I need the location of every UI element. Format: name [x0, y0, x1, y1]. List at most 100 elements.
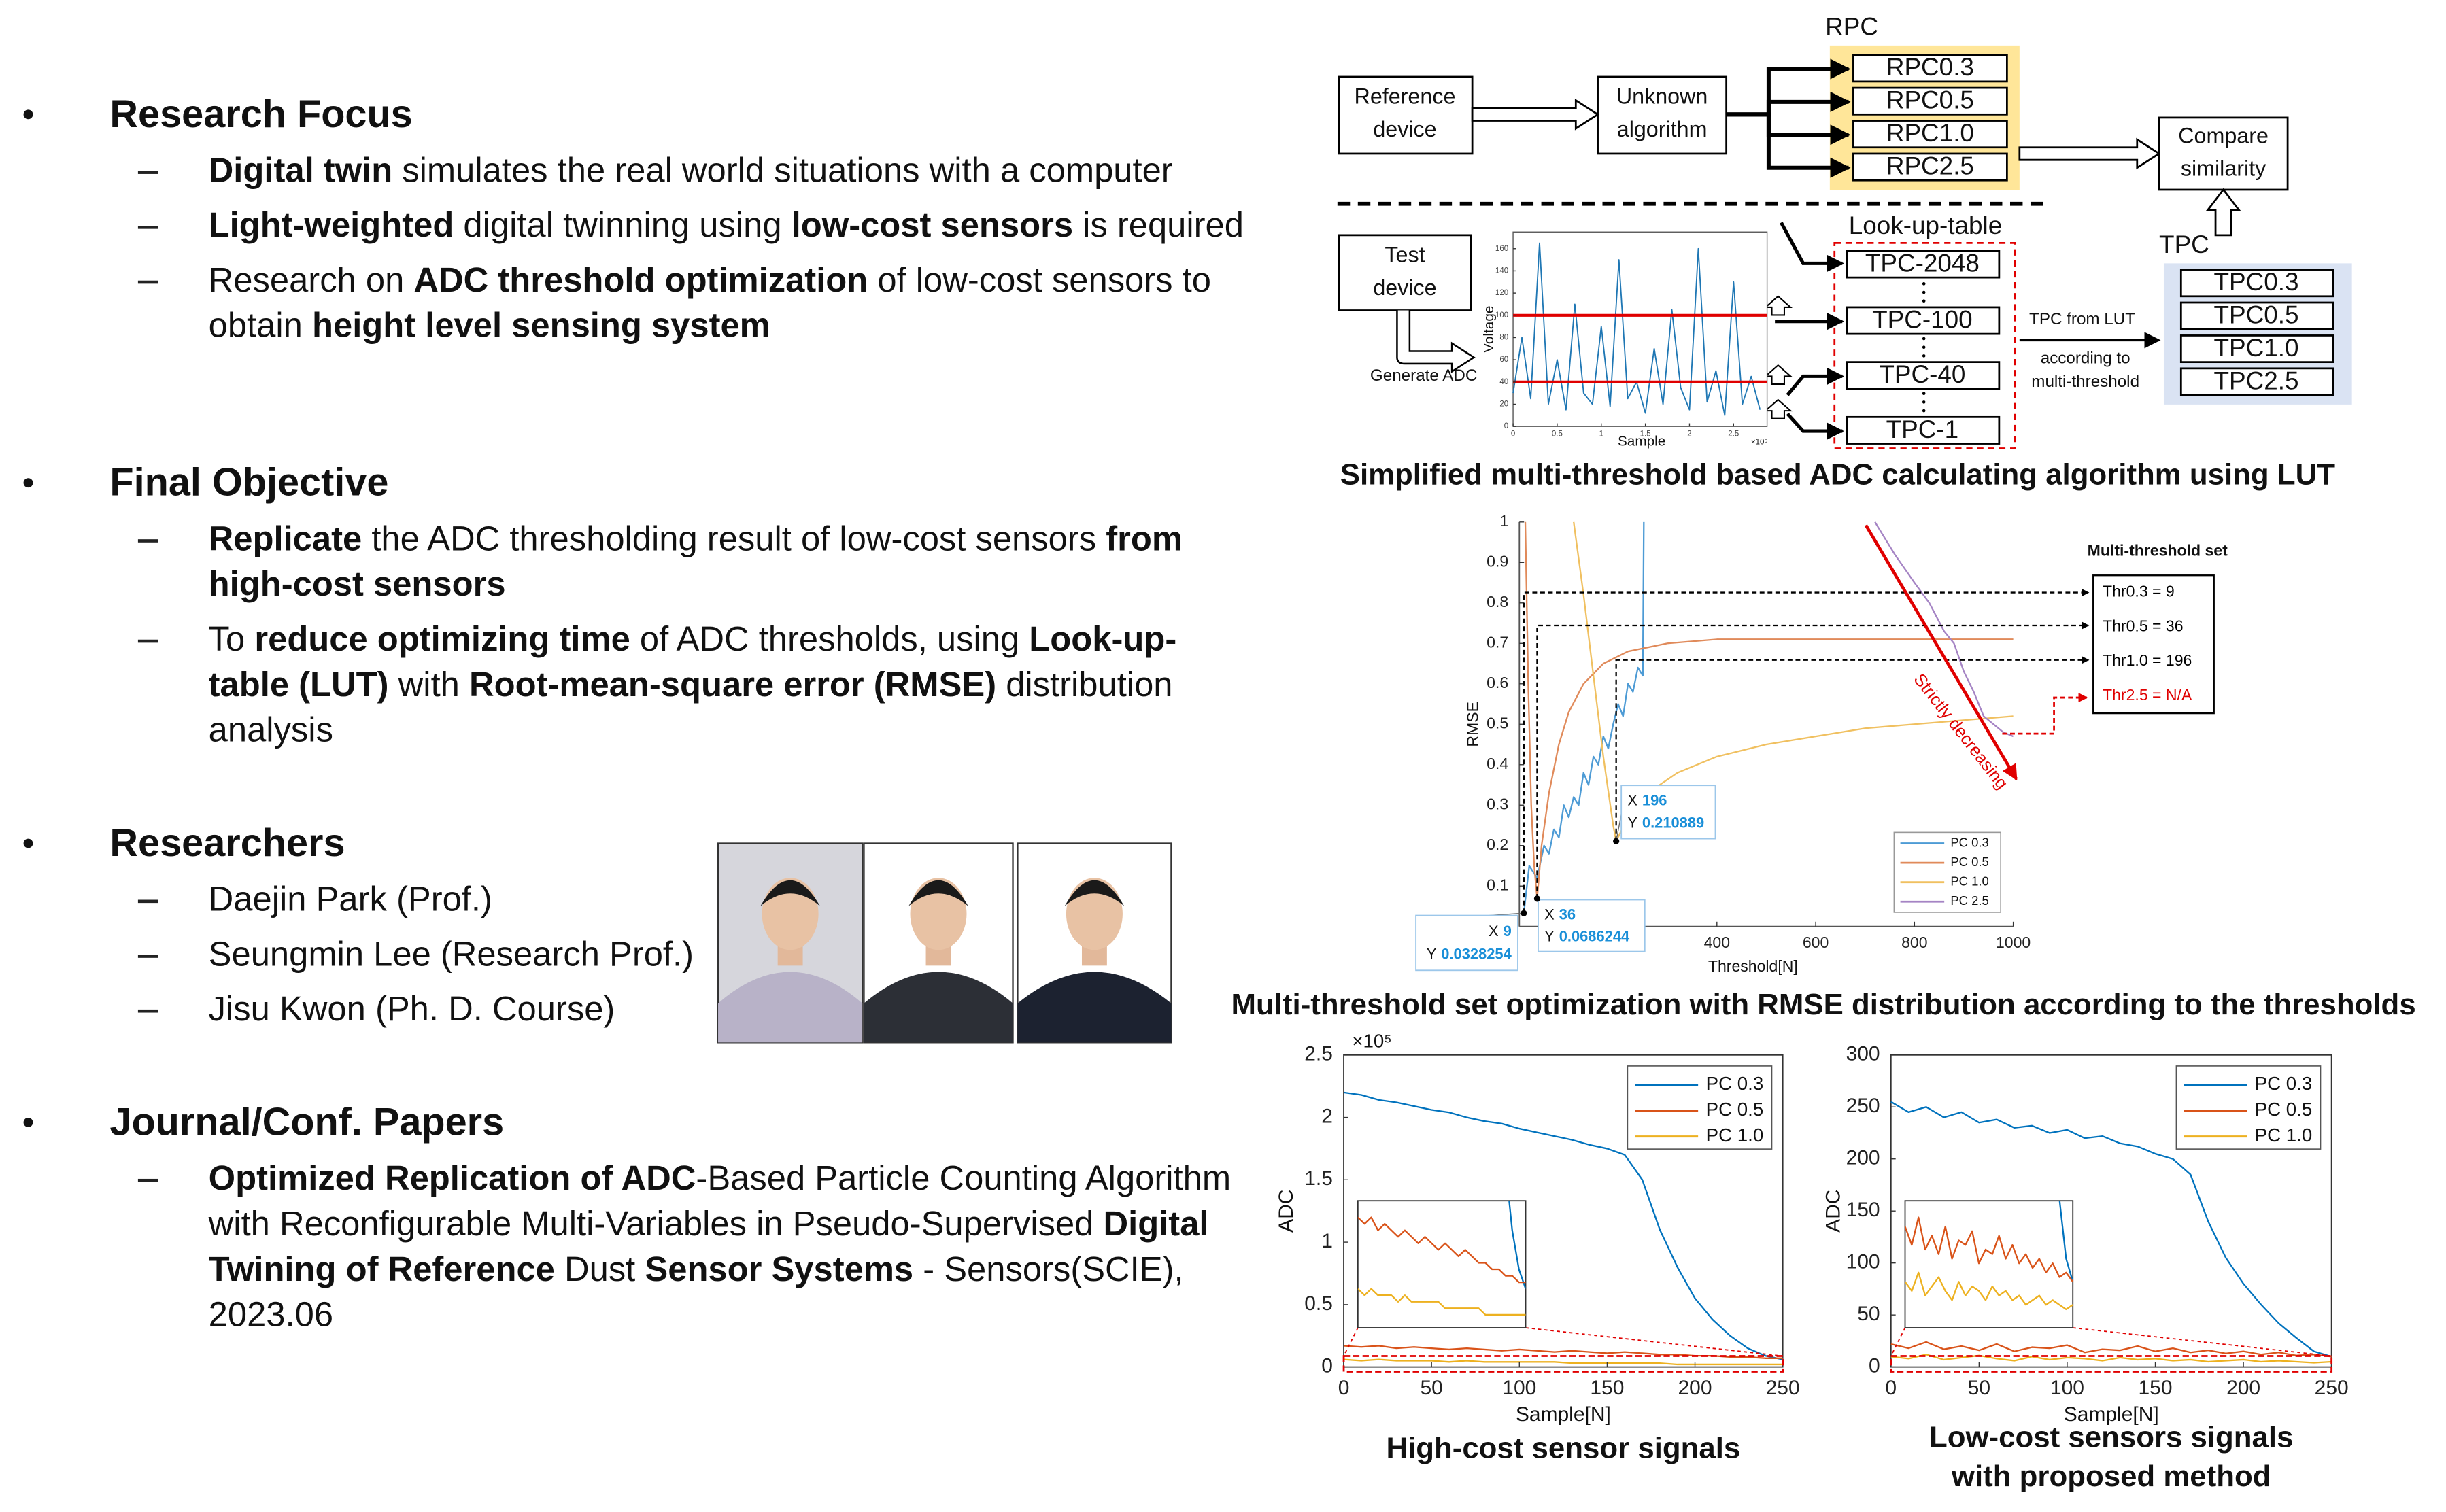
dash — [137, 280, 158, 284]
datatip-line: Y 0.0686244 — [1544, 927, 1630, 944]
bold-text: Digital twin — [208, 150, 393, 190]
legend-label: PC 0.3 — [2255, 1073, 2313, 1094]
annotation: multi-threshold — [2031, 373, 2139, 391]
x-tick-label: 50 — [1968, 1377, 1990, 1399]
bold-text: Look-up-table (LUT) — [208, 619, 1177, 704]
series-line — [1523, 521, 1645, 914]
x-tick-label: 0 — [1885, 1377, 1897, 1399]
datatip-value: 0.0328254 — [1441, 945, 1512, 962]
datatip-key: X — [1544, 906, 1555, 923]
text: the ADC thresholding result of low-cost … — [362, 519, 1106, 558]
x-tick-label: 250 — [1766, 1377, 1800, 1399]
tpc-label: TPC0.3 — [2213, 268, 2298, 296]
tpc-box — [2179, 301, 2334, 330]
hollow-arrow — [1471, 99, 1600, 131]
series-line — [1890, 1354, 2332, 1364]
ellipsis-dot — [1922, 409, 1926, 413]
y-tick-label: 0.7 — [1487, 633, 1508, 651]
axis-title: Sample — [1618, 434, 1665, 449]
x-tick-label: 200 — [1678, 1377, 1712, 1399]
bold-text: Light-weighted — [208, 205, 454, 245]
datatip-marker — [1521, 910, 1527, 916]
figure-caption: with proposed method — [1951, 1460, 2271, 1493]
ellipsis-dot — [1922, 282, 1926, 286]
tpc-label: TPC0.5 — [2213, 301, 2298, 329]
text: with — [388, 664, 470, 704]
box-label: Reference — [1355, 84, 1456, 109]
tpc-label: TPC1.0 — [2213, 334, 2298, 362]
datatip-line: X 36 — [1544, 906, 1576, 923]
text: Dust — [554, 1249, 645, 1289]
x-tick-label: 200 — [2226, 1377, 2260, 1399]
annotation: TPC from LUT — [2029, 310, 2135, 328]
text: - Sensors(SCIE), 2023.06 — [208, 1249, 1184, 1335]
datatip-key: Y — [1627, 814, 1637, 831]
y-tick-label: 140 — [1495, 267, 1508, 275]
axis-exponent: ×10⁵ — [1751, 438, 1768, 446]
bold-text: from high-cost sensors — [208, 519, 1183, 604]
datatip-line: Y 0.210889 — [1627, 814, 1704, 831]
x-tick-label: 400 — [1704, 933, 1730, 951]
section: Final Objective Replicate the ADC thresho… — [0, 460, 1255, 753]
ellipsis-dot — [1922, 400, 1926, 404]
text: Daejin Park (Prof.) — [208, 879, 492, 919]
bold-text: low-cost sensors — [791, 205, 1074, 245]
x-tick-label: 1000 — [1996, 933, 2031, 951]
rpc-box — [1852, 152, 2008, 182]
inset-area — [1904, 1200, 2074, 1328]
bold-text: Replicate — [208, 519, 362, 558]
photo — [1017, 842, 1172, 1044]
box-label: Compare — [2178, 123, 2269, 148]
list-item: Research on ADC threshold optimization o… — [137, 257, 1246, 348]
dash — [137, 171, 158, 173]
node-box — [1338, 75, 1474, 155]
legend — [1627, 1065, 1773, 1150]
series-line — [1890, 1101, 2332, 1358]
lut-box — [1846, 415, 2001, 445]
rpc-box — [1852, 54, 2008, 83]
set-item: Thr0.5 = 36 — [2103, 617, 2184, 634]
rpc-box — [1852, 120, 2008, 149]
y-tick-label: 0.5 — [1487, 714, 1508, 732]
figure-caption: Low-cost sensors signals — [1929, 1420, 2293, 1454]
text: Research on — [208, 260, 414, 300]
zoom-line — [1890, 1327, 1906, 1356]
series-line — [1905, 1271, 2073, 1311]
y-tick-label: 50 — [1857, 1303, 1880, 1325]
photo — [863, 842, 1014, 1044]
dash — [137, 1009, 158, 1012]
y-tick-label: 60 — [1499, 356, 1508, 364]
bold-text: reduce optimizing time — [254, 619, 630, 659]
section: Research Focus Digital twin simulates the… — [0, 91, 1255, 348]
bold-text: ADC threshold optimization — [413, 260, 868, 300]
x-tick-label: 2 — [1687, 430, 1691, 439]
ellipsis-dot — [1922, 299, 1926, 303]
lut-group — [1833, 242, 2016, 449]
annotation: Generate ADC — [1370, 366, 1477, 385]
axis-exponent: ×10⁵ — [1352, 1031, 1391, 1052]
y-tick-label: 0.3 — [1487, 795, 1508, 812]
bullet — [23, 478, 33, 488]
y-tick-label: 0.4 — [1487, 755, 1508, 772]
y-tick-label: 1.5 — [1304, 1167, 1333, 1190]
y-tick-label: 200 — [1846, 1147, 1880, 1169]
legend-label: PC 0.5 — [2255, 1099, 2313, 1120]
series-line — [1905, 1216, 2073, 1282]
x-tick-label: 50 — [1420, 1377, 1442, 1399]
photo-hair — [760, 880, 820, 906]
axis-title: ADC — [1275, 1190, 1297, 1233]
dash — [137, 1178, 158, 1182]
text: simulates the real world situations with… — [392, 150, 1173, 190]
series-line — [1343, 1345, 1783, 1359]
box-label: algorithm — [1617, 117, 1708, 141]
x-tick-label: 1 — [1599, 430, 1603, 439]
ellipsis-dot — [1922, 345, 1926, 349]
list-item: To reduce optimizing time of ADC thresho… — [137, 616, 1246, 753]
node-box — [1597, 75, 1728, 155]
text: -Based Particle Counting Algorithm with … — [208, 1158, 1232, 1243]
axis-title: Threshold[N] — [1708, 957, 1798, 975]
set-item: Thr1.0 = 196 — [2103, 651, 2192, 669]
ellipsis-dot — [1922, 392, 1926, 396]
dash — [137, 955, 158, 957]
y-tick-label: 0.6 — [1487, 674, 1508, 691]
